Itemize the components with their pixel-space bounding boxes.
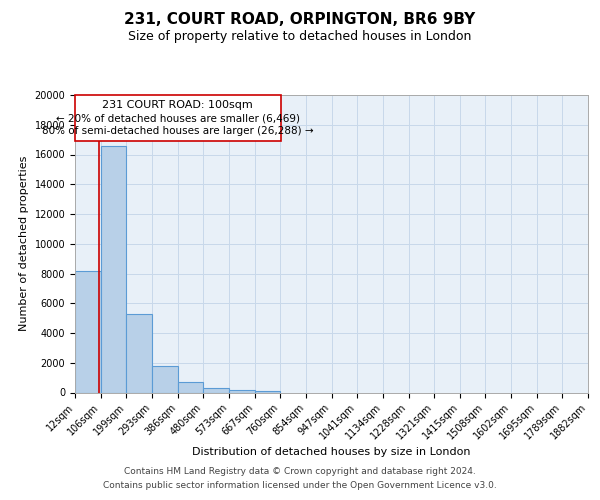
Text: Contains HM Land Registry data © Crown copyright and database right 2024.: Contains HM Land Registry data © Crown c…	[124, 467, 476, 476]
Bar	[203, 388, 229, 392]
Bar	[152, 366, 178, 392]
Bar	[229, 390, 254, 392]
Text: Contains public sector information licensed under the Open Government Licence v3: Contains public sector information licen…	[103, 481, 497, 490]
Bar	[101, 146, 127, 392]
Text: 80% of semi-detached houses are larger (26,288) →: 80% of semi-detached houses are larger (…	[42, 126, 314, 136]
FancyBboxPatch shape	[75, 95, 281, 141]
Bar	[127, 314, 152, 392]
Text: Size of property relative to detached houses in London: Size of property relative to detached ho…	[128, 30, 472, 43]
Bar	[75, 270, 101, 392]
Text: ← 20% of detached houses are smaller (6,469): ← 20% of detached houses are smaller (6,…	[56, 113, 300, 123]
Text: 231, COURT ROAD, ORPINGTON, BR6 9BY: 231, COURT ROAD, ORPINGTON, BR6 9BY	[124, 12, 476, 28]
X-axis label: Distribution of detached houses by size in London: Distribution of detached houses by size …	[192, 447, 471, 457]
Bar	[178, 382, 203, 392]
Y-axis label: Number of detached properties: Number of detached properties	[19, 156, 29, 332]
Text: 231 COURT ROAD: 100sqm: 231 COURT ROAD: 100sqm	[103, 100, 253, 110]
